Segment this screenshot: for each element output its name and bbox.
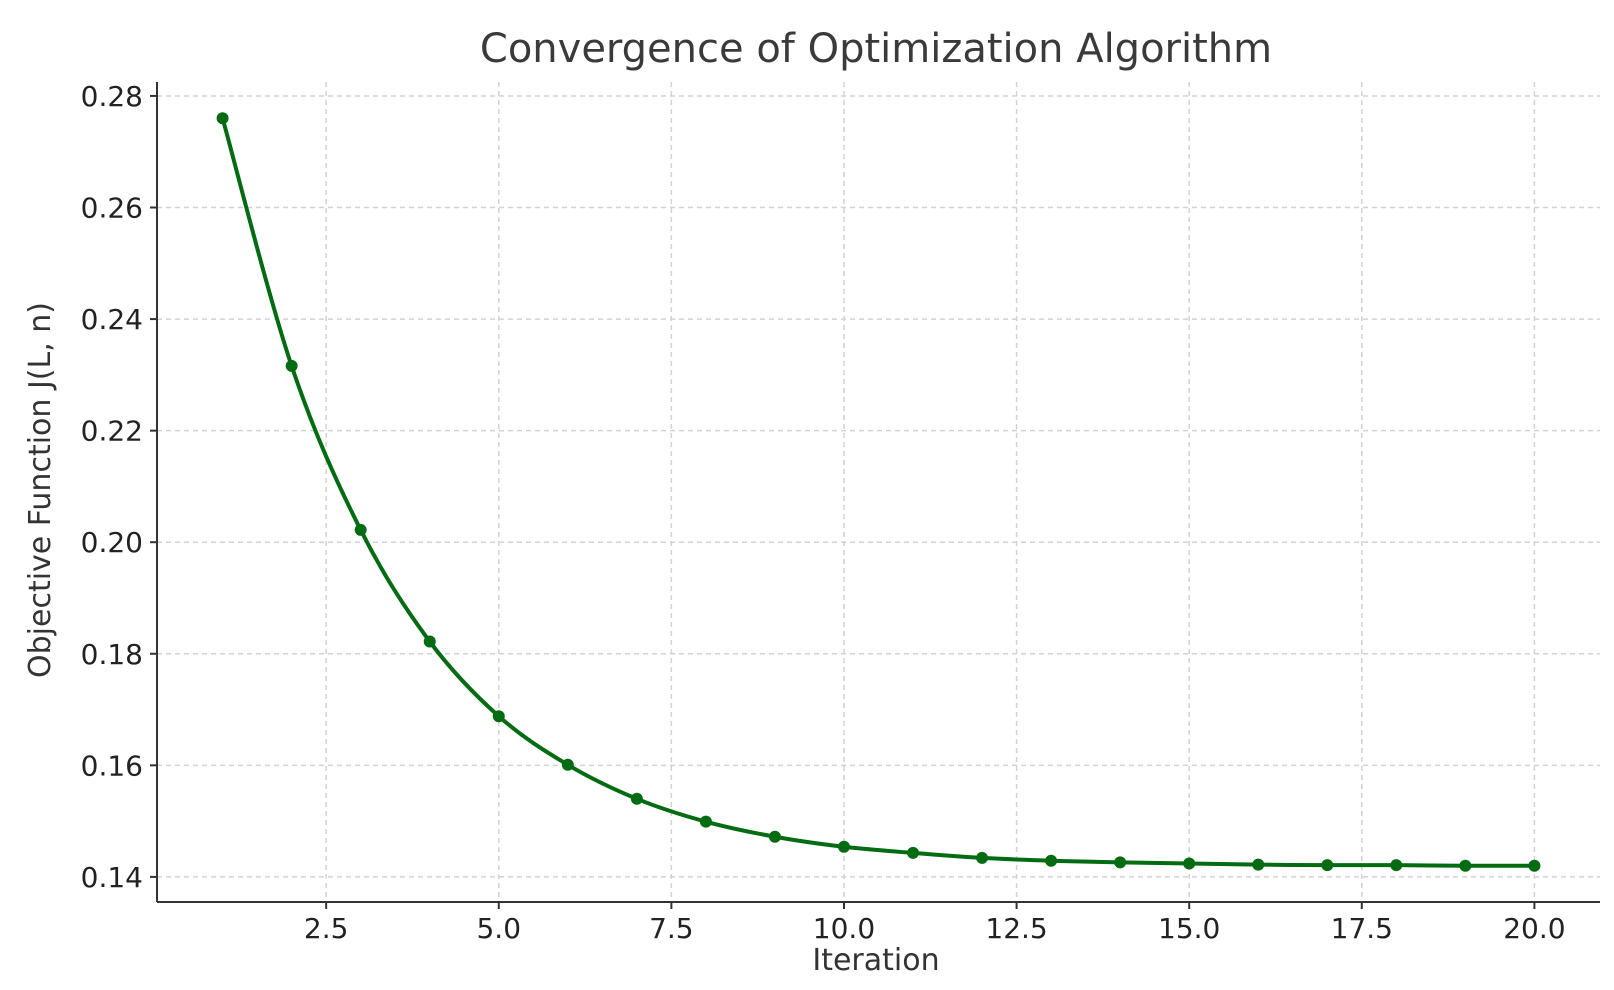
axes xyxy=(150,82,1600,909)
data-point xyxy=(976,851,989,864)
x-axis-label: Iteration xyxy=(812,943,939,978)
y-tick-label: 0.26 xyxy=(81,192,143,225)
x-tick-label: 5.0 xyxy=(476,912,521,945)
y-tick-label: 0.28 xyxy=(81,80,143,113)
x-tick-label: 12.5 xyxy=(985,912,1047,945)
y-tick-label: 0.22 xyxy=(81,415,143,448)
y-tick-label: 0.24 xyxy=(81,303,143,336)
data-point xyxy=(907,846,920,859)
series-1 xyxy=(216,112,1541,872)
y-axis-label: Objective Function J(L, n) xyxy=(23,302,58,678)
data-point xyxy=(1114,856,1127,869)
y-tick-label: 0.16 xyxy=(81,749,143,782)
data-point xyxy=(1528,859,1541,872)
tick-labels: 2.5 5.0 7.5 10.0 12.5 15.0 17.5 20.0 0.14 0.16 0.1… xyxy=(81,80,1566,945)
chart-title: Convergence of Optimization Algorithm xyxy=(480,26,1272,72)
data-point xyxy=(1390,859,1403,872)
data-point xyxy=(699,815,712,828)
x-tick-label: 17.5 xyxy=(1331,912,1393,945)
data-point xyxy=(768,830,781,843)
data-point xyxy=(216,112,229,125)
data-point xyxy=(285,359,298,372)
x-tick-label: 2.5 xyxy=(304,912,349,945)
grid xyxy=(157,82,1600,902)
data-point xyxy=(561,758,574,771)
data-point xyxy=(630,792,643,805)
data-point xyxy=(1321,859,1334,872)
data-point xyxy=(492,710,505,723)
data-point xyxy=(1045,854,1058,867)
series-line xyxy=(220,116,1537,868)
y-tick-label: 0.20 xyxy=(81,526,143,559)
data-point xyxy=(1459,859,1472,872)
data-point xyxy=(1183,857,1196,870)
y-tick-label: 0.14 xyxy=(81,861,143,894)
x-tick-label: 7.5 xyxy=(649,912,694,945)
data-point xyxy=(1252,858,1265,871)
x-tick-label: 20.0 xyxy=(1503,912,1565,945)
data-point xyxy=(837,840,850,853)
y-tick-label: 0.18 xyxy=(81,638,143,671)
data-point xyxy=(354,523,367,536)
x-tick-label: 10.0 xyxy=(813,912,875,945)
data-point xyxy=(423,635,436,648)
x-tick-label: 15.0 xyxy=(1158,912,1220,945)
